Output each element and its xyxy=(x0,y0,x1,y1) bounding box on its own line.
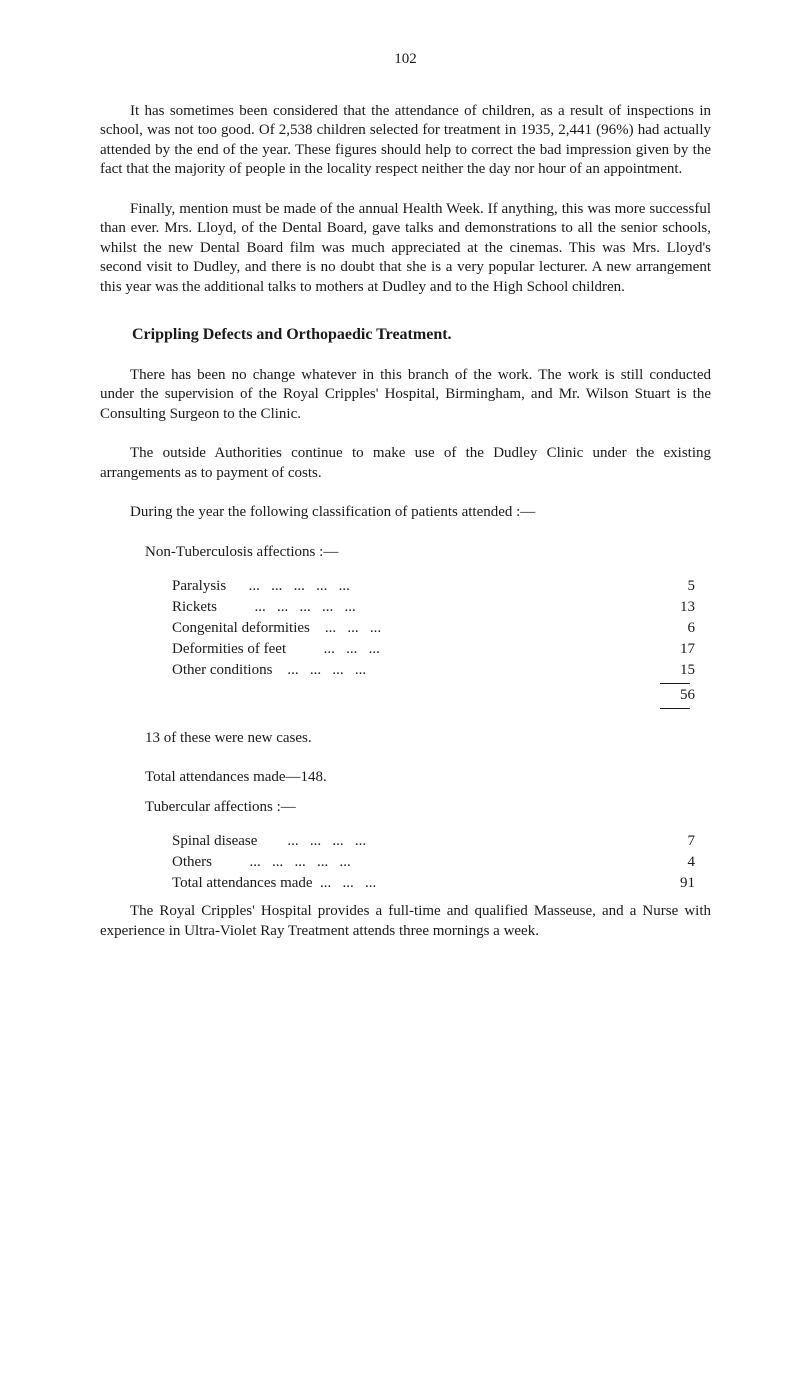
list-item: Total attendances made ... ... ... 91 xyxy=(172,873,695,894)
case-note-2: Total attendances made—148. xyxy=(145,768,711,788)
total-value: 56 xyxy=(655,686,695,706)
section-heading: Crippling Defects and Orthopaedic Treatm… xyxy=(100,325,711,346)
list-item: Spinal disease ... ... ... ... 7 xyxy=(172,831,695,852)
list-item-label: Other conditions ... ... ... ... xyxy=(172,660,655,681)
list-item-label: Deformities of feet ... ... ... xyxy=(172,639,655,660)
list-item: Other conditions ... ... ... ... 15 xyxy=(172,660,695,681)
paragraph-2: Finally, mention must be made of the ann… xyxy=(100,200,711,298)
paragraph-6: The Royal Cripples' Hospital provides a … xyxy=(100,902,711,941)
list-item: Paralysis ... ... ... ... ... 5 xyxy=(172,576,695,597)
total-row: 56 xyxy=(172,686,695,706)
tubercular-heading: Tubercular affections :— xyxy=(100,798,711,818)
list-item: Others ... ... ... ... ... 4 xyxy=(172,852,695,873)
list-item: Rickets ... ... ... ... ... 13 xyxy=(172,597,695,618)
non-tuberculosis-heading: Non-Tuberculosis affections :— xyxy=(100,543,711,563)
list-item-value: 6 xyxy=(655,618,695,639)
list-item-label: Total attendances made ... ... ... xyxy=(172,873,655,894)
list-item-value: 7 xyxy=(655,831,695,852)
paragraph-5: During the year the following classifica… xyxy=(100,503,711,523)
list-item-value: 15 xyxy=(655,660,695,681)
total-divider xyxy=(660,708,690,709)
non-tuberculosis-list: Paralysis ... ... ... ... ... 5 Rickets … xyxy=(172,576,695,709)
list-item-label: Paralysis ... ... ... ... ... xyxy=(172,576,655,597)
list-item-value: 5 xyxy=(655,576,695,597)
list-item-label: Rickets ... ... ... ... ... xyxy=(172,597,655,618)
page-number: 102 xyxy=(100,50,711,70)
list-item: Deformities of feet ... ... ... 17 xyxy=(172,639,695,660)
list-item-value: 17 xyxy=(655,639,695,660)
total-divider xyxy=(660,683,690,684)
list-item-label: Others ... ... ... ... ... xyxy=(172,852,655,873)
list-item-value: 91 xyxy=(655,873,695,894)
list-item-value: 4 xyxy=(655,852,695,873)
case-note-1: 13 of these were new cases. xyxy=(145,729,711,749)
paragraph-4: The outside Authorities continue to make… xyxy=(100,444,711,483)
list-item-label: Congenital deformities ... ... ... xyxy=(172,618,655,639)
list-item-value: 13 xyxy=(655,597,695,618)
paragraph-1: It has sometimes been considered that th… xyxy=(100,102,711,180)
list-item: Congenital deformities ... ... ... 6 xyxy=(172,618,695,639)
paragraph-3: There has been no change whatever in thi… xyxy=(100,366,711,425)
tubercular-list: Spinal disease ... ... ... ... 7 Others … xyxy=(172,831,695,894)
list-item-label: Spinal disease ... ... ... ... xyxy=(172,831,655,852)
